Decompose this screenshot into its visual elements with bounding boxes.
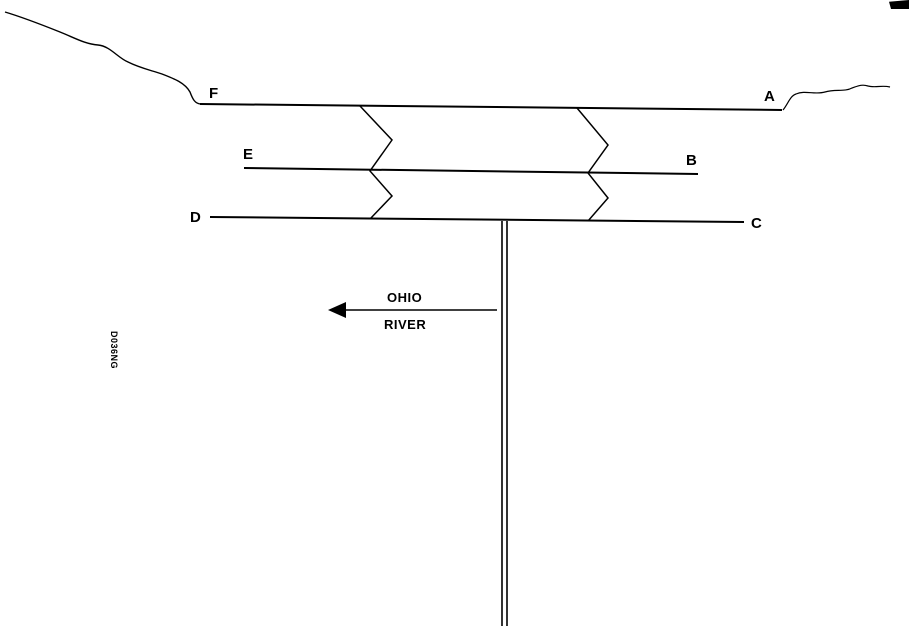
- label-point-f: F: [209, 85, 219, 102]
- left-shoreline: [4, 11, 201, 105]
- river-arrow-head: [328, 302, 346, 318]
- label-point-a: A: [764, 88, 775, 105]
- right-shoreline: [782, 84, 891, 111]
- corner-mark: [889, 0, 909, 9]
- drawing-code-label: D036NG: [109, 331, 119, 370]
- line-e-b: [243, 167, 699, 175]
- label-point-b: B: [686, 152, 697, 169]
- label-point-e: E: [243, 146, 254, 163]
- label-point-c: C: [751, 215, 762, 232]
- line-d-c: [209, 216, 745, 223]
- left-zigzag: [359, 105, 394, 220]
- label-point-d: D: [190, 209, 201, 226]
- line-f-a: [199, 103, 783, 111]
- right-zigzag: [576, 107, 609, 222]
- river-label-line1: OHIO: [387, 290, 423, 305]
- river-label-line2: RIVER: [384, 317, 427, 332]
